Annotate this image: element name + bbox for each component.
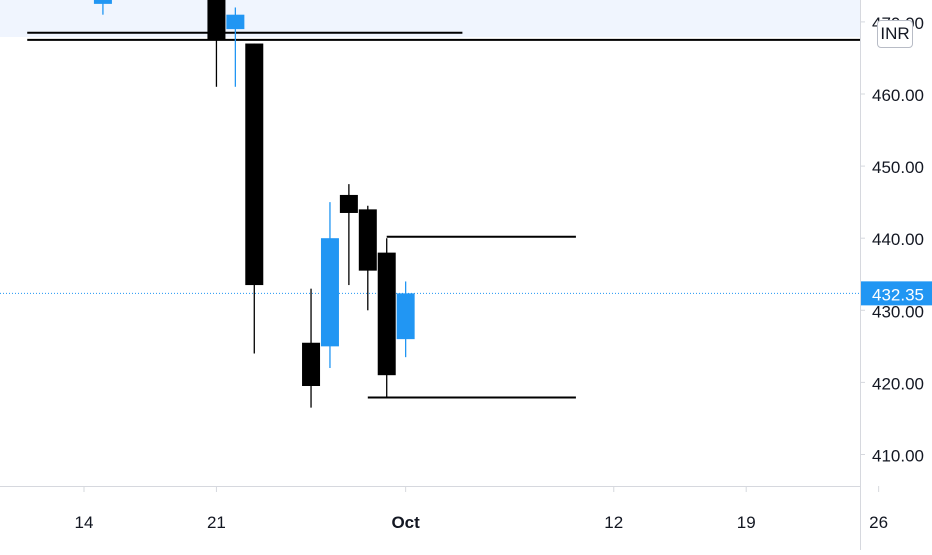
price-tick-label: 430.00: [872, 302, 924, 321]
currency-badge[interactable]: INR: [877, 20, 913, 48]
time-tick-label: 26: [869, 513, 888, 532]
price-tick-label: 440.00: [872, 230, 924, 249]
candle-body: [207, 0, 226, 40]
time-tick-label: 19: [737, 513, 756, 532]
candle-body: [93, 0, 112, 4]
time-tick-label: 21: [207, 513, 226, 532]
candle-body: [320, 238, 339, 347]
top-shaded-band: [0, 0, 860, 37]
time-tick-label: 12: [604, 513, 623, 532]
candle-2: [226, 7, 245, 87]
candle-0: [93, 0, 112, 15]
time-tick-label: Oct: [391, 513, 420, 532]
price-tick-label: 450.00: [872, 158, 924, 177]
candle-body: [302, 342, 321, 387]
price-tick-label: 410.00: [872, 447, 924, 466]
candle-body: [358, 209, 377, 271]
candle-3: [245, 43, 264, 354]
candle-body: [226, 14, 245, 30]
last-price-label: 432.35: [872, 285, 924, 304]
candle-1: [207, 0, 226, 87]
candle-body: [377, 252, 396, 376]
candle-5: [320, 202, 339, 368]
last-price-tag: [861, 281, 932, 306]
price-tick-label: 460.00: [872, 86, 924, 105]
price-tick-label: 420.00: [872, 374, 924, 393]
candle-4: [302, 288, 321, 408]
candle-body: [245, 43, 264, 286]
candle-6: [339, 184, 358, 286]
candle-body: [339, 194, 358, 213]
candle-9: [396, 281, 415, 358]
time-tick-label: 14: [75, 513, 94, 532]
candle-body: [396, 293, 415, 340]
candle-7: [358, 205, 377, 311]
candle-8: [377, 238, 396, 397]
